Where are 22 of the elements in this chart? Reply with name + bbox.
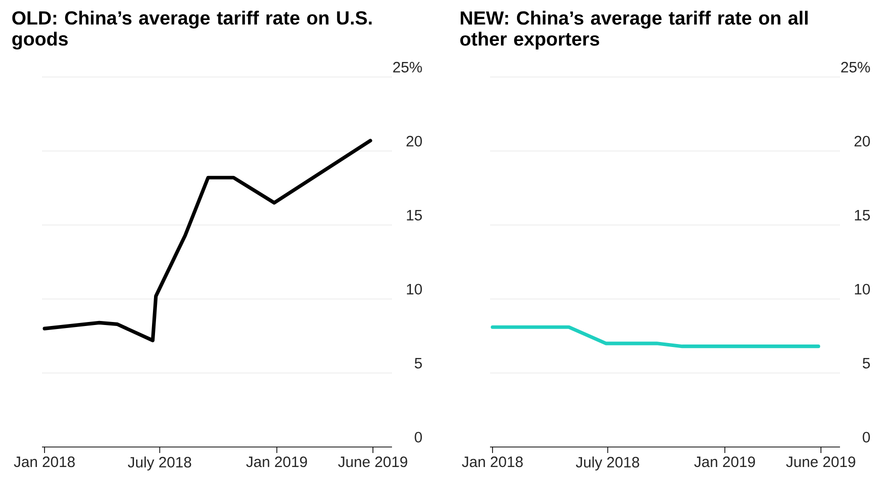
y-tick-label: 25% — [393, 62, 422, 72]
y-tick-label: 10 — [406, 284, 422, 294]
chart-title: OLD: China’s average tariff rate on U.S. goods — [12, 10, 372, 50]
x-tick-label: July 2018 — [576, 456, 640, 470]
x-tick-label: Jan 2018 — [462, 456, 523, 468]
chart-title: NEW: China’s average tariff rate on all other exporters — [460, 10, 808, 50]
y-tick-label: 20 — [406, 136, 422, 146]
x-tick-label: Jan 2018 — [14, 456, 75, 468]
y-tick-label: 25% — [841, 62, 870, 72]
y-tick-label: 15 — [854, 210, 870, 220]
y-tick-label: 15 — [406, 210, 422, 220]
x-tick-label: June 2019 — [786, 456, 856, 468]
x-tick-label: July 2018 — [128, 456, 192, 470]
y-tick-label: 0 — [862, 432, 870, 442]
x-tick-label: Jan 2019 — [694, 456, 755, 468]
x-tick-label: June 2019 — [338, 456, 408, 468]
x-tick-label: Jan 2019 — [246, 456, 307, 468]
y-tick-label: 5 — [414, 358, 422, 368]
y-tick-label: 20 — [854, 136, 870, 146]
y-tick-label: 0 — [414, 432, 422, 442]
y-tick-label: 10 — [854, 284, 870, 294]
y-tick-label: 5 — [862, 358, 870, 368]
